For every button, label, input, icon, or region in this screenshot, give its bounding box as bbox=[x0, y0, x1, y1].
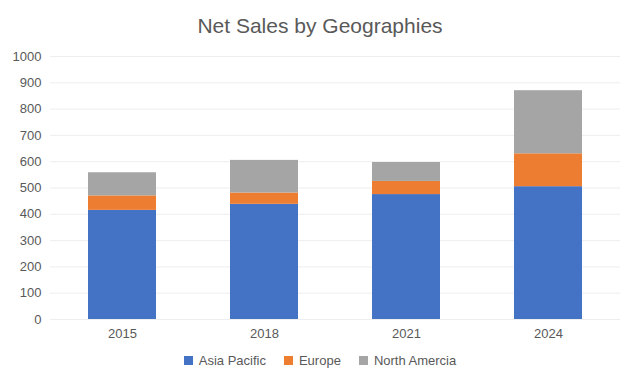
svg-text:400: 400 bbox=[20, 206, 42, 221]
svg-text:500: 500 bbox=[20, 180, 42, 195]
svg-text:2018: 2018 bbox=[250, 326, 279, 341]
svg-text:2021: 2021 bbox=[392, 326, 421, 341]
svg-text:700: 700 bbox=[20, 128, 42, 143]
svg-text:1000: 1000 bbox=[13, 49, 42, 64]
html-text:Asia Pacific: Asia Pacific bbox=[198, 353, 266, 368]
svg-text:900: 900 bbox=[20, 75, 42, 90]
svg-text:2015: 2015 bbox=[108, 326, 137, 341]
svg-text:800: 800 bbox=[20, 101, 42, 116]
html-text:Net Sales by Geographies: Net Sales by Geographies bbox=[197, 14, 443, 37]
svg-text:0: 0 bbox=[34, 312, 41, 327]
svg-text:100: 100 bbox=[20, 285, 42, 300]
svg-text:600: 600 bbox=[20, 154, 42, 169]
svg-text:2024: 2024 bbox=[534, 326, 563, 341]
svg-text:300: 300 bbox=[20, 233, 42, 248]
html-text:Europe: Europe bbox=[299, 353, 341, 368]
svg-text:200: 200 bbox=[20, 259, 42, 274]
html-text:North Amercia: North Amercia bbox=[373, 353, 457, 368]
